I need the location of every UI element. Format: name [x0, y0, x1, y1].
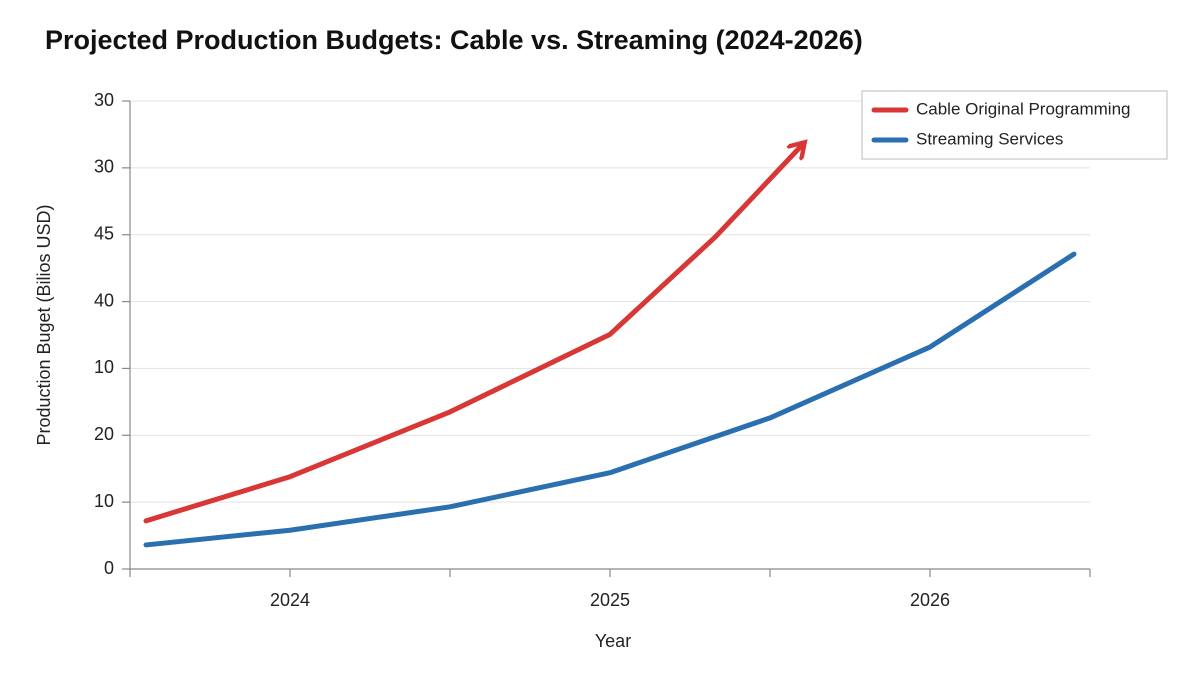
- y-tick-label: 0: [104, 558, 114, 578]
- legend-box: [861, 90, 1168, 160]
- x-tick-label: 2026: [910, 590, 950, 610]
- y-tick-label: 45: [94, 223, 114, 243]
- x-tick-label: 2024: [270, 590, 310, 610]
- legend-label: Cable Original Programming: [916, 99, 1130, 118]
- series-line: [143, 251, 1077, 548]
- x-axis-label: Year: [595, 631, 631, 651]
- y-tick-label: 20: [94, 424, 114, 444]
- chart-title: Projected Production Budgets: Cable vs. …: [45, 25, 863, 55]
- series-line: [143, 145, 802, 524]
- y-tick-label: 40: [94, 290, 114, 310]
- x-tick-label: 2025: [590, 590, 630, 610]
- y-tick-label: 10: [94, 357, 114, 377]
- y-axis-label: Production Buget (Bilios USD): [34, 204, 54, 445]
- y-tick-label: 10: [94, 491, 114, 511]
- y-tick-label: 30: [94, 157, 114, 177]
- legend-label: Streaming Services: [916, 129, 1063, 148]
- y-tick-label: 30: [94, 90, 114, 110]
- legend: Cable Original Programming Streaming Serv…: [861, 90, 1168, 160]
